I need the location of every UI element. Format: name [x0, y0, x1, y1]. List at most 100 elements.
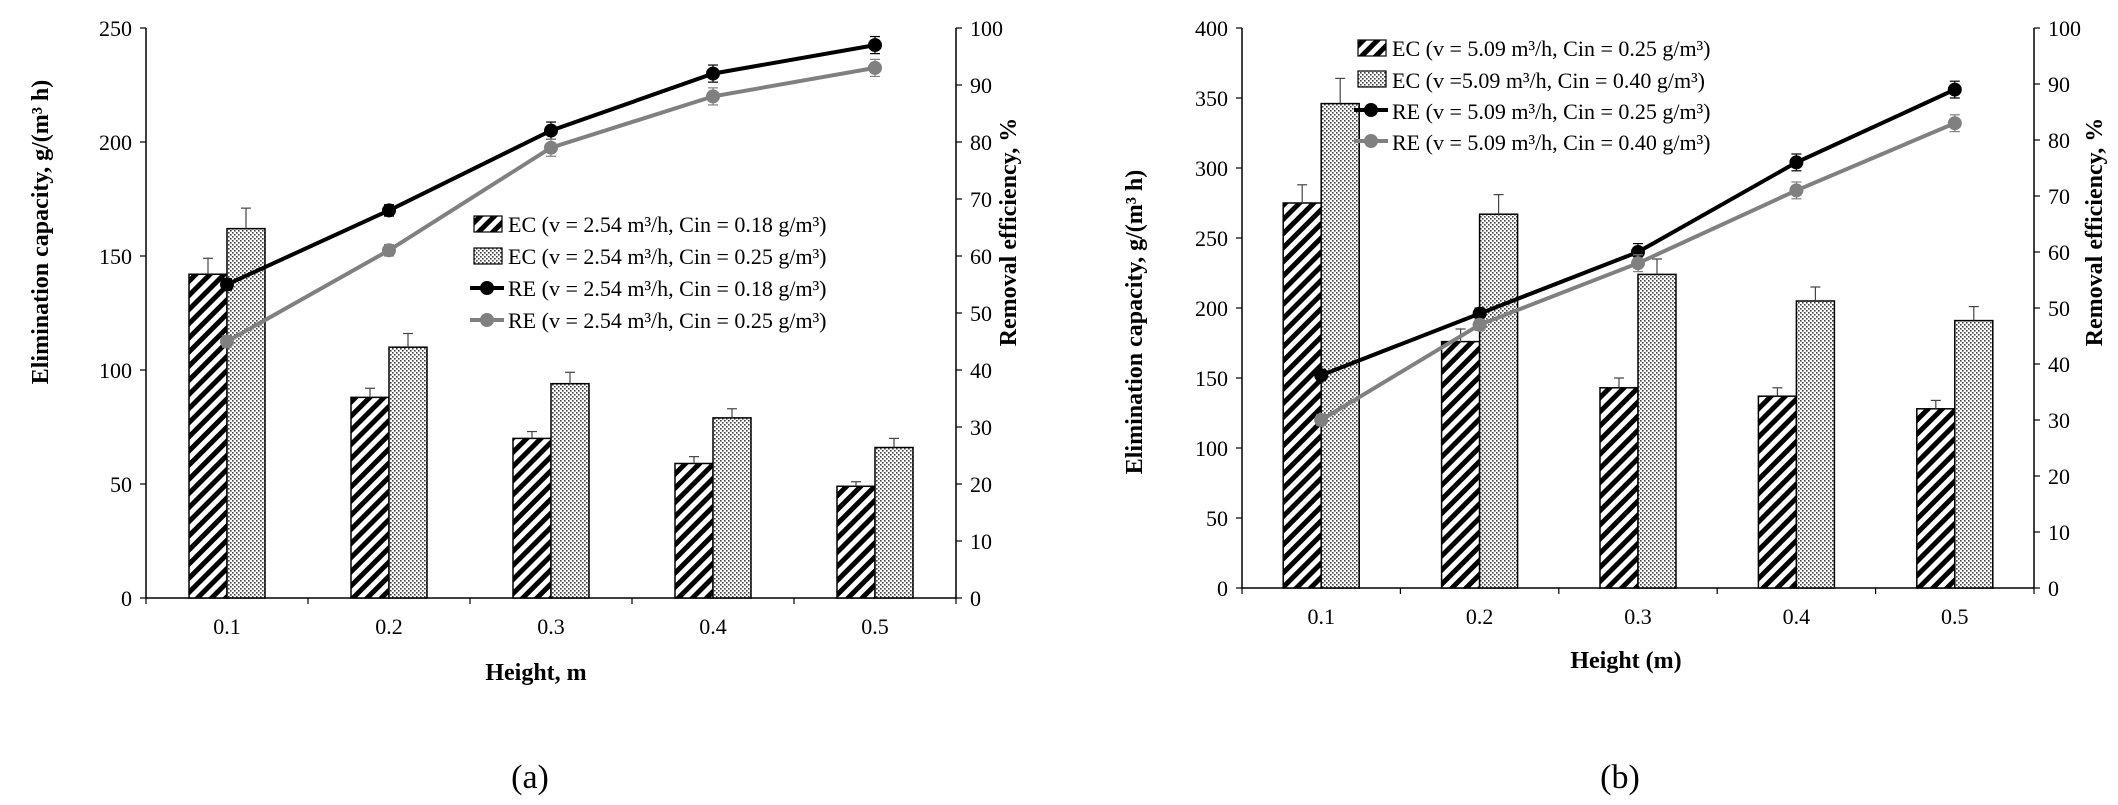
- y2-axis-title-b: Removal efficiency, %: [2082, 118, 2108, 347]
- y-axis-title-b: Elimination capacity, g/(m³ h): [1122, 170, 1148, 475]
- data-point: [1789, 155, 1804, 170]
- data-point: [706, 89, 720, 104]
- y2-tick-label: 30: [2048, 408, 2070, 433]
- legend-marker: [1364, 134, 1378, 148]
- y2-tick-label: 100: [2048, 16, 2081, 41]
- bar: [712, 417, 752, 599]
- y-tick-label: 400: [1195, 16, 1228, 41]
- y-tick-label: 50: [1206, 506, 1228, 531]
- bar: [1320, 102, 1360, 589]
- y-tick-label: 200: [1195, 296, 1228, 321]
- y2-tick-label: 80: [2048, 128, 2070, 153]
- legend-label: EC (v = 5.09 m³/h, Cin = 0.25 g/m³): [1392, 36, 1711, 61]
- bar: [1916, 408, 1956, 589]
- bar: [1954, 319, 1994, 589]
- panel-label-b: (b): [1600, 759, 1640, 796]
- y-tick-label: 350: [1195, 86, 1228, 111]
- data-point: [220, 334, 234, 349]
- y2-tick-label: 40: [970, 358, 992, 383]
- data-point: [220, 277, 234, 292]
- y-tick-label: 100: [1195, 436, 1228, 461]
- data-point: [382, 203, 396, 218]
- x-axis-title-b: Height (m): [1570, 648, 1681, 674]
- x-tick-label: 0.5: [861, 614, 889, 639]
- y2-tick-label: 40: [2048, 352, 2070, 377]
- x-axis-title-a: Height, m: [485, 660, 586, 686]
- legend-label: EC (v = 2.54 m³/h, Cin = 0.18 g/m³): [508, 212, 827, 237]
- legend-label: EC (v =5.09 m³/h, Cin = 0.40 g/m³): [1392, 68, 1705, 93]
- y-tick-label: 0: [121, 586, 132, 611]
- data-point: [1472, 317, 1487, 332]
- x-tick-label: 0.3: [1624, 604, 1652, 629]
- chart-panel-a: Elimination capacity, g/(m³ h) Removal e…: [28, 16, 1022, 796]
- y2-tick-label: 90: [970, 73, 992, 98]
- bar: [512, 437, 552, 599]
- x-tick-label: 0.1: [1307, 604, 1335, 629]
- legend-label: RE (v = 2.54 m³/h, Cin = 0.25 g/m³): [508, 308, 827, 333]
- y2-tick-label: 10: [970, 529, 992, 554]
- data-point: [382, 243, 396, 258]
- bar: [874, 446, 914, 599]
- y2-tick-label: 50: [2048, 296, 2070, 321]
- y2-tick-label: 0: [970, 586, 981, 611]
- y2-tick-label: 0: [2048, 576, 2059, 601]
- data-point: [544, 140, 558, 155]
- y2-tick-label: 100: [970, 16, 1003, 41]
- y-tick-label: 300: [1195, 156, 1228, 181]
- legend-label: RE (v = 5.09 m³/h, Cin = 0.25 g/m³): [1392, 99, 1711, 124]
- y2-axis-title-a: Removal efficiency, %: [996, 118, 1022, 347]
- y-tick-label: 50: [110, 472, 132, 497]
- data-point: [1789, 183, 1804, 198]
- bar: [550, 382, 590, 599]
- legend-label: RE (v = 2.54 m³/h, Cin = 0.18 g/m³): [508, 276, 827, 301]
- y2-tick-label: 30: [970, 415, 992, 440]
- data-point: [706, 66, 720, 81]
- x-tick-label: 0.3: [537, 614, 565, 639]
- bar: [226, 227, 266, 599]
- bar: [1795, 300, 1836, 589]
- y2-tick-label: 10: [2048, 520, 2070, 545]
- data-point: [1631, 245, 1645, 259]
- legend-marker: [1364, 103, 1378, 117]
- x-tick-label: 0.2: [375, 614, 403, 639]
- bar: [1599, 387, 1639, 589]
- data-point: [1947, 82, 1962, 97]
- bar: [350, 396, 390, 599]
- y-tick-label: 150: [1195, 366, 1228, 391]
- data-point: [1631, 256, 1645, 271]
- data-point: [1947, 116, 1962, 131]
- y2-tick-label: 60: [2048, 240, 2070, 265]
- y2-tick-label: 50: [970, 301, 992, 326]
- data-point: [1314, 413, 1329, 427]
- legend-swatch: [473, 215, 503, 233]
- x-tick-label: 0.5: [1941, 604, 1969, 629]
- bar: [1282, 202, 1322, 589]
- bar: [1637, 273, 1677, 589]
- x-tick-label: 0.4: [699, 614, 727, 639]
- data-point: [868, 60, 882, 75]
- y2-tick-label: 70: [2048, 184, 2070, 209]
- bar: [1757, 395, 1798, 589]
- legend-label: EC (v = 2.54 m³/h, Cin = 0.25 g/m³): [508, 244, 827, 269]
- y2-tick-label: 80: [970, 130, 992, 155]
- data-point: [1314, 368, 1329, 383]
- legend-marker: [480, 281, 494, 295]
- y-tick-label: 100: [99, 358, 132, 383]
- y-tick-label: 200: [99, 130, 132, 155]
- legend-swatch: [1357, 39, 1387, 57]
- y2-tick-label: 20: [2048, 464, 2070, 489]
- data-point: [868, 38, 882, 53]
- y2-tick-label: 20: [970, 472, 992, 497]
- x-tick-label: 0.2: [1466, 604, 1494, 629]
- y-axis-title-a: Elimination capacity, g/(m³ h): [28, 80, 54, 385]
- bar: [188, 273, 228, 599]
- x-tick-label: 0.1: [213, 614, 241, 639]
- chart-panel-b: Elimination capacity, g/(m³ h) Removal e…: [1122, 16, 2108, 796]
- y-tick-label: 0: [1217, 576, 1228, 601]
- legend-marker: [480, 313, 494, 327]
- legend-swatch: [1357, 70, 1387, 88]
- y2-tick-label: 90: [2048, 72, 2070, 97]
- y-tick-label: 250: [99, 16, 132, 41]
- data-point: [544, 123, 558, 138]
- bar: [836, 485, 876, 599]
